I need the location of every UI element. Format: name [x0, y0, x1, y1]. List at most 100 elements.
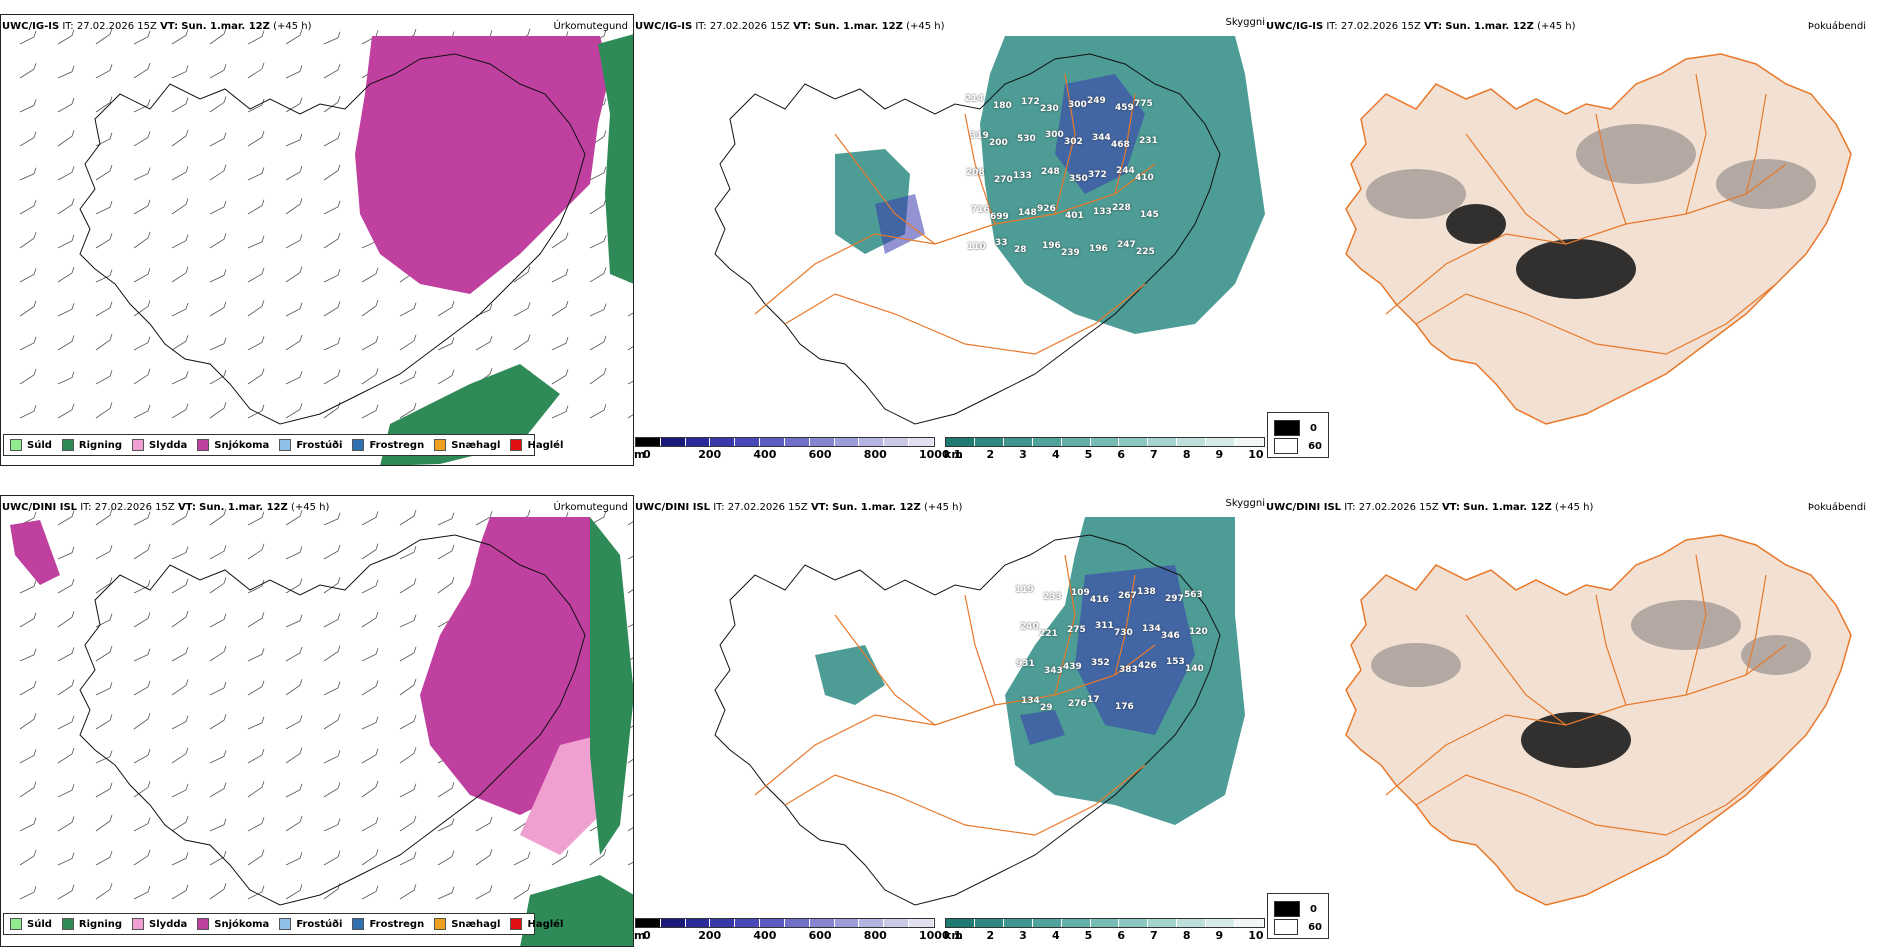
colorbar-tick: 800 [863, 929, 887, 942]
visibility-value: 926 [1037, 204, 1056, 214]
fog-legend: 0 60 [1267, 893, 1329, 939]
wind-barb [95, 782, 113, 798]
legend-label: Frostúði [296, 918, 343, 930]
wind-barb [475, 335, 493, 351]
wind-barb [323, 63, 341, 79]
wind-barb [171, 302, 189, 317]
legend-swatch [434, 918, 447, 930]
visibility-value: 247 [1117, 240, 1136, 250]
wind-barb [171, 266, 189, 283]
colorbar-cell [1090, 919, 1120, 927]
wind-barb [209, 508, 227, 526]
wind-barb [361, 611, 379, 628]
wind-barb [589, 335, 607, 351]
wind-barb [57, 884, 75, 900]
wind-barb [171, 679, 189, 696]
wind-barb [551, 300, 569, 317]
wind-barb [361, 267, 379, 283]
wind-barb [361, 579, 379, 594]
colorbar-cell [760, 919, 785, 927]
wind-barb [95, 545, 113, 560]
wind-barb [95, 201, 113, 215]
wind-barb [247, 849, 265, 866]
wind-barb [627, 656, 634, 662]
road-line [1054, 554, 1076, 696]
road-line [1745, 93, 1767, 195]
legend-label: Haglél [527, 918, 564, 930]
wind-barb [627, 861, 634, 866]
legend-label: Frostúði [296, 439, 343, 451]
wind-barb [209, 269, 227, 283]
wind-barb [19, 781, 37, 798]
wind-barb [19, 131, 37, 147]
wind-barb [57, 715, 75, 730]
fog-legend-swatch [1274, 438, 1299, 454]
panel-header: UWC/IG-IS IT: 27.02.2026 15Z VT: Sun. 1.… [2, 21, 312, 32]
wind-barb [399, 370, 417, 385]
fog-legend-label: 60 [1308, 440, 1322, 452]
wind-barb [323, 782, 341, 798]
wind-barb [399, 747, 417, 764]
wind-barb [95, 814, 113, 832]
wind-barb [209, 750, 227, 764]
wind-barb [19, 817, 37, 832]
visibility-value: 730 [1114, 628, 1133, 638]
wind-barb [19, 713, 37, 730]
wind-barb [437, 301, 455, 317]
wind-barb [171, 816, 189, 832]
road-line [1114, 574, 1136, 676]
wind-barb [399, 509, 417, 526]
wind-barb [209, 96, 227, 113]
visibility-value: 29 [1040, 703, 1053, 713]
colorbar-tick: 9 [1215, 448, 1224, 461]
visibility-value: 346 [1161, 631, 1180, 641]
wind-barb [247, 543, 265, 560]
visibility-value: 372 [1088, 170, 1107, 180]
colorbar-cell [636, 919, 661, 927]
legend-swatch [352, 918, 365, 930]
visibility-value: 214 [965, 94, 984, 104]
visibility-value: 410 [1135, 173, 1154, 183]
visibility-value: 468 [1111, 140, 1130, 150]
fog-legend-label: 0 [1310, 422, 1317, 434]
wind-barb [133, 511, 151, 526]
colorbar-cell [660, 438, 686, 446]
colorbar-cell [974, 438, 1004, 446]
wind-barb [209, 681, 227, 696]
wind-barb [247, 368, 265, 385]
wind-barb [399, 783, 417, 798]
road-line [1415, 283, 1777, 355]
visibility-value: 119 [1015, 585, 1034, 595]
wind-barb [551, 268, 569, 283]
legend-label: Súld [27, 439, 52, 451]
colorbar-cell [760, 438, 785, 446]
fog-map-top [1345, 53, 1852, 425]
wind-barb [285, 614, 303, 628]
panel-title: Úrkomutegund [553, 502, 628, 513]
visibility-value: 228 [1112, 203, 1131, 213]
legend-swatch [132, 918, 145, 930]
wind-barb [323, 613, 341, 628]
wind-barb [209, 402, 227, 419]
wind-barb [513, 302, 531, 317]
visibility-value: 319 [970, 131, 989, 141]
colorbar-unit: m [634, 448, 646, 461]
rain-area-south [520, 875, 634, 947]
colorbar-tick: 800 [863, 448, 887, 461]
fog-legend-item: 60 [1274, 438, 1322, 454]
wind-barb [95, 301, 113, 317]
colorbar-tick: 4 [1052, 929, 1060, 942]
wind-barb [19, 580, 37, 594]
wind-barb [247, 885, 265, 900]
road-line [1465, 133, 1567, 245]
wind-barb [551, 850, 569, 866]
wind-barb [133, 199, 151, 215]
visibility-area-west [815, 645, 885, 705]
colorbar-cell [735, 438, 761, 446]
cloud-panel-bottom: UWC/DINI ISL IT: 27.02.2026 15Z VT: Sun.… [635, 495, 1265, 947]
wind-barb [361, 511, 379, 526]
colorbar-cell [946, 438, 975, 446]
wind-barb [57, 747, 75, 764]
wind-barb [323, 577, 341, 594]
visibility-value: 270 [994, 175, 1013, 185]
